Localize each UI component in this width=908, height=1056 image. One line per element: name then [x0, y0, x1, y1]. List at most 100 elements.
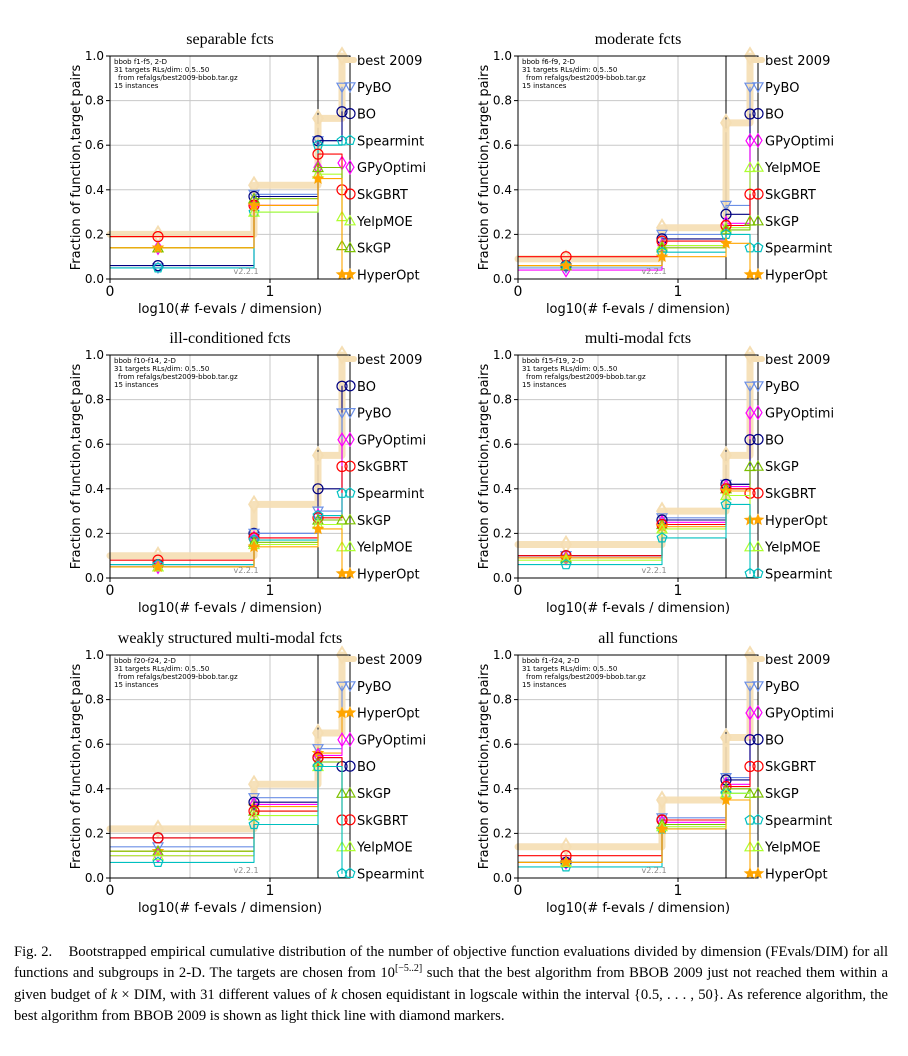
- chart-title: weakly structured multi-modal fcts: [118, 630, 342, 647]
- legend-label: BO: [765, 108, 784, 123]
- x-tick-label: 0: [106, 583, 115, 599]
- data-point: [152, 262, 164, 273]
- y-tick-label: 1.0: [493, 49, 512, 63]
- legend-label: SkGBRT: [357, 460, 408, 475]
- plot-frame: [109, 55, 351, 280]
- legend-marker: [343, 214, 357, 226]
- legend-label: SkGBRT: [357, 814, 408, 829]
- y-tick-label: 0.4: [493, 183, 512, 197]
- legend-marker: [343, 267, 357, 280]
- plot-area: [110, 355, 350, 578]
- data-point: [744, 345, 756, 365]
- legend-marker: [751, 267, 765, 280]
- ecdf-figure: separable fcts 0.0 0.2 0.4 0.6 0.8 1.0 0 1 log10(…: [69, 31, 834, 916]
- series-line: [517, 494, 751, 561]
- info-text: 15 instances: [114, 681, 159, 689]
- y-tick-label: 0.2: [493, 526, 512, 540]
- data-point: [744, 188, 756, 200]
- data-point: [719, 793, 733, 806]
- y-tick-label: 0.4: [85, 782, 104, 796]
- y-tick-label: 0.4: [493, 782, 512, 796]
- legend-marker: [343, 681, 357, 693]
- legend-label: GPyOptimi: [357, 433, 426, 448]
- x-tick-label: 1: [266, 583, 275, 599]
- data-point: [248, 818, 260, 830]
- legend-label: BO: [357, 108, 376, 123]
- series-line: [517, 242, 751, 276]
- info-text: from refalgs/best2009-bbob.tar.gz: [526, 673, 646, 681]
- legend-marker: [752, 188, 764, 200]
- legend-marker: [344, 487, 356, 498]
- data-point: [151, 560, 165, 573]
- caption-fig-label: Fig. 2.: [14, 944, 53, 960]
- legend-marker: [751, 786, 765, 798]
- legend-marker: [751, 866, 765, 879]
- caption-text-2: such that the best algorithm from BBOB 2…: [14, 965, 888, 1003]
- y-tick-label: 0.6: [85, 737, 104, 751]
- x-axis-label: log10(# f-evals / dimension): [546, 901, 730, 916]
- data-point: [744, 46, 756, 66]
- chart-panel: all functions 0.0 0.2 0.4 0.6 0.8 1.0 0 1 log10(#…: [477, 630, 834, 916]
- x-tick-label: 0: [514, 284, 523, 300]
- y-axis-label: Fraction of function,target pairs: [477, 364, 492, 570]
- data-point: [656, 235, 668, 247]
- version-label: v2.2.1: [641, 866, 666, 875]
- legend-marker: [751, 82, 765, 94]
- series-line: [106, 651, 346, 833]
- legend-label: Spearmint: [765, 814, 832, 829]
- data-point: [312, 148, 324, 160]
- data-point: [248, 774, 260, 795]
- data-point: [152, 819, 164, 839]
- plot-area: [518, 655, 758, 878]
- data-point: [720, 727, 732, 748]
- legend-marker: [344, 460, 356, 472]
- legend-label: SkGP: [357, 787, 391, 802]
- info-text: bbob f1-f5, 2-D: [114, 58, 167, 66]
- legend-label: YelpMOE: [764, 541, 821, 556]
- legend-label: best 2009: [765, 54, 830, 69]
- y-tick-label: 0.4: [85, 482, 104, 496]
- data-point: [336, 345, 348, 365]
- y-tick-label: 0.0: [85, 871, 104, 885]
- legend-label: GPyOptimi: [765, 407, 834, 422]
- caption-text-4: chosen equidistant in logscale within th…: [14, 986, 888, 1024]
- legend-label: HyperOpt: [765, 867, 828, 882]
- legend-label: SkGBRT: [357, 188, 408, 203]
- y-tick-label: 0.8: [493, 393, 512, 407]
- info-text: 31 targets RLs/dim: 0.5..50: [114, 365, 209, 373]
- plot-frame: [109, 654, 351, 879]
- y-tick-label: 0.4: [85, 183, 104, 197]
- data-point: [720, 498, 732, 510]
- y-tick-label: 0.8: [85, 393, 104, 407]
- y-tick-label: 0.2: [493, 826, 512, 840]
- caption-text-1: Bootstrapped empirical cumulative distri…: [14, 944, 888, 982]
- legend-marker: [345, 731, 355, 748]
- data-point: [743, 214, 757, 226]
- chart-panel: multi-modal fcts 0.0 0.2 0.4 0.6 0.8 1.0 0 1 log1…: [477, 330, 834, 616]
- info-text: 15 instances: [114, 82, 159, 90]
- data-point: [656, 790, 668, 810]
- legend-label: GPyOptimi: [357, 733, 426, 748]
- legend-label: BO: [765, 433, 784, 448]
- legend-label: SkGP: [357, 242, 391, 257]
- legend-marker: [344, 188, 356, 200]
- info-text: from refalgs/best2009-bbob.tar.gz: [118, 74, 238, 82]
- legend-marker: [343, 566, 357, 579]
- legend-marker: [752, 814, 764, 825]
- data-point: [560, 837, 572, 857]
- data-point: [311, 172, 325, 184]
- plot-frame: [517, 354, 759, 579]
- legend-marker: [343, 82, 357, 94]
- info-text: bbob f1-f24, 2-D: [522, 657, 579, 665]
- y-tick-label: 0.6: [85, 437, 104, 451]
- legend-label: YelpMOE: [356, 841, 413, 856]
- y-tick-label: 1.0: [493, 348, 512, 362]
- chart-title: all functions: [598, 630, 678, 647]
- chart-panel: ill-conditioned fcts 0.0 0.2 0.4 0.6 0.8 1.0 0 1…: [69, 330, 426, 616]
- version-label: v2.2.1: [233, 267, 258, 276]
- data-point: [559, 855, 573, 868]
- data-point: [311, 744, 325, 755]
- y-axis-label: Fraction of function,target pairs: [69, 664, 84, 870]
- y-tick-label: 0.2: [85, 526, 104, 540]
- legend-label: BO: [357, 760, 376, 775]
